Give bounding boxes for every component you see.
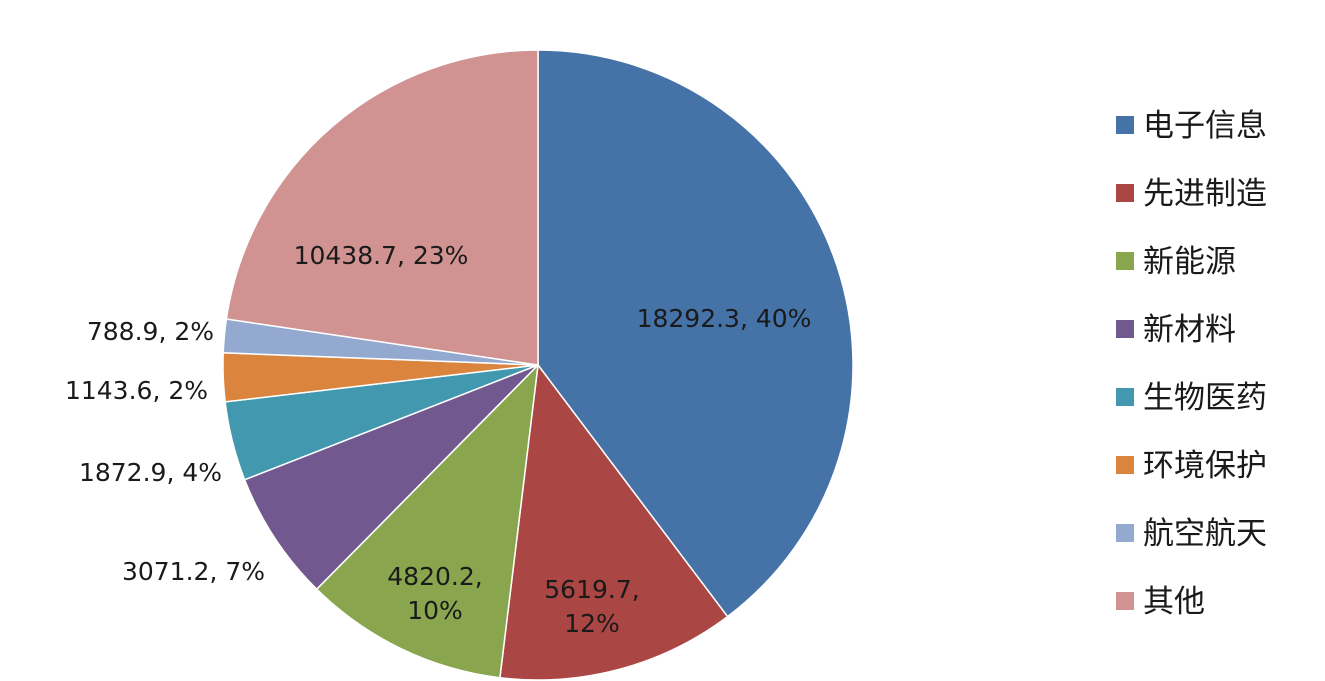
pie-slice: [243, 364, 539, 591]
pie-slice: [537, 49, 854, 618]
legend-label: 新材料: [1143, 312, 1236, 348]
pie-slice: [315, 362, 540, 679]
legend-swatch: [1116, 456, 1134, 474]
legend-swatch: [1116, 388, 1134, 406]
legend-label: 新能源: [1143, 244, 1236, 280]
legend-swatch: [1116, 320, 1134, 338]
data-label: 1872.9, 4%: [79, 458, 222, 487]
legend-swatch: [1116, 592, 1134, 610]
data-label: 5619.7, 12%: [544, 575, 639, 638]
data-label: 4820.2, 10%: [387, 562, 482, 625]
legend-swatch: [1116, 116, 1134, 134]
data-label: 18292.3, 40%: [637, 304, 812, 333]
legend-label: 航空航天: [1143, 516, 1267, 552]
data-labels: 18292.3, 40% 5619.7, 12% 4820.2, 10% 3071.2, …: [65, 241, 811, 638]
legend-label: 环境保护: [1143, 448, 1267, 484]
pie-slice: [499, 363, 729, 681]
legend-swatch: [1116, 524, 1134, 542]
data-label: 10438.7, 23%: [294, 241, 469, 270]
legend-label: 生物医药: [1143, 380, 1267, 416]
legend-label: 其他: [1143, 584, 1205, 620]
data-label: 1143.6, 2%: [65, 376, 208, 405]
legend-label: 电子信息: [1143, 108, 1267, 144]
data-label: 788.9, 2%: [87, 317, 214, 346]
pie-slices: [222, 49, 854, 681]
legend-label: 先进制造: [1143, 176, 1267, 212]
data-label: 3071.2, 7%: [122, 557, 265, 586]
legend-swatch: [1116, 252, 1134, 270]
legend-swatch: [1116, 184, 1134, 202]
pie-slice: [225, 49, 539, 366]
